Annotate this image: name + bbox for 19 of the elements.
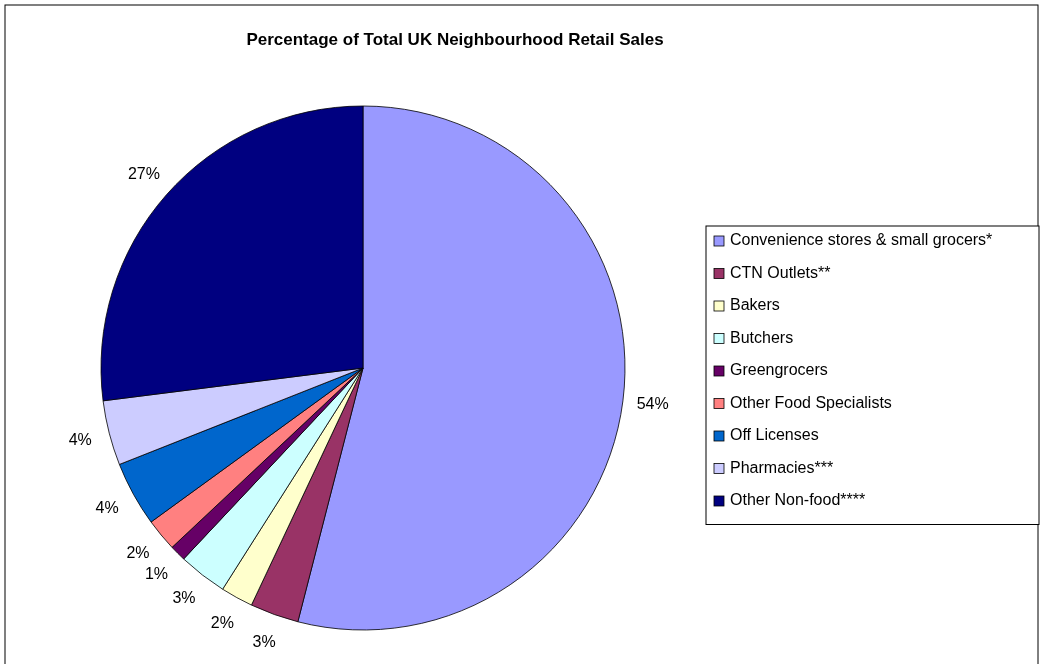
legend-label: Convenience stores & small grocers*: [730, 231, 993, 249]
data-label: 2%: [126, 544, 150, 562]
data-label: 3%: [252, 632, 276, 650]
legend-label: CTN Outlets**: [730, 263, 831, 281]
data-label: 27%: [127, 165, 160, 183]
chart-title: Percentage of Total UK Neighbourhood Retail Sales: [246, 30, 664, 49]
legend-label: Off Licenses: [730, 426, 819, 444]
data-label: 4%: [68, 430, 92, 448]
data-label: 2%: [210, 614, 234, 632]
legend-label: Other Food Specialists: [730, 393, 892, 411]
data-label: 4%: [95, 498, 119, 516]
legend-label: Other Non-food****: [730, 491, 866, 509]
data-label: 54%: [636, 394, 669, 412]
legend-label: Bakers: [730, 296, 780, 314]
data-label: 3%: [172, 588, 196, 606]
legend-label: Pharmacies***: [730, 458, 834, 476]
data-label: 1%: [144, 564, 169, 582]
legend-label: Butchers: [730, 328, 794, 346]
legend-label: Greengrocers: [730, 361, 828, 379]
